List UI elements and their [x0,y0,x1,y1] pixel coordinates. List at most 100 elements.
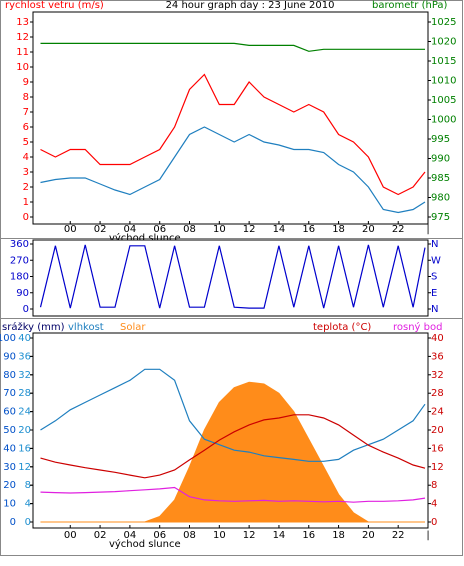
y-tick-label: 2 [23,182,29,193]
y-tick-label: 0 [431,517,437,528]
y-tick-label: 975 [431,212,450,223]
y-tick-label: 1 [23,197,29,208]
y-tick-label: 28 [18,388,31,399]
legend-label: teplota (°C) [313,322,371,333]
annotation: východ slunce [109,538,181,550]
y-tick-label: 3 [23,167,29,178]
y-axis-title: srážky (mm) [2,321,65,333]
y-tick-label: 40 [431,333,444,344]
legend-label: vlhkost [68,322,104,333]
y-tick-label: 1010 [431,76,456,87]
plot-frame [32,239,429,317]
y-tick-label: 32 [431,370,444,381]
y-tick-label: 32 [18,370,31,381]
y2-axis-title: barometr (hPa) [372,0,448,11]
y-tick-label: 9 [23,77,29,88]
x-tick-label: 02 [94,530,107,541]
line [40,126,426,214]
y-tick-label: 12 [18,462,31,473]
legend-label: rosný bod [393,321,442,333]
x-tick-label: 06 [153,530,166,541]
y-tick-label: 13 [16,17,29,28]
y-tick-label: 0 [23,212,29,223]
x-tick-label: 12 [243,224,256,235]
y-tick-label: 980 [431,193,450,204]
y-tick-label: 12 [16,32,29,43]
y-tick-label: 10 [16,62,29,73]
y-tick-label: W [431,255,441,266]
y-tick-label: 985 [431,173,450,184]
y-tick-label: 12 [431,462,444,473]
x-tick-label: 00 [64,530,77,541]
x-tick-label: | [426,530,429,541]
y-tick-label: N [431,239,438,250]
y-tick-label: 20 [18,425,31,436]
x-tick-label: 08 [183,224,196,235]
y-tick-label: 360 [10,239,29,250]
y-tick-label: 4 [23,152,29,163]
y-tick-label: 20 [3,480,16,491]
x-tick-label: 16 [302,224,315,235]
x-tick-label: 20 [362,224,375,235]
y-tick-label: 4 [431,499,437,510]
y-tick-label: 180 [10,272,29,283]
y-tick-label: 90 [16,288,29,299]
y-tick-label: 24 [18,407,31,418]
x-tick-label: 00 [64,224,77,235]
y-tick-label: 90 [3,351,16,362]
y-tick-label: 100 [0,333,16,344]
y-tick-label: 70 [3,388,16,399]
x-tick-label: 04 [124,224,137,235]
x-tick-label: 04 [124,530,137,541]
y-tick-label: 1005 [431,95,456,106]
y-tick-label: 0 [10,517,16,528]
x-tick-label: 20 [362,530,375,541]
y-tick-label: 1000 [431,115,456,126]
line [40,42,425,52]
y-tick-label: 20 [431,425,444,436]
y-tick-label: 1020 [431,37,456,48]
y-tick-label: 990 [431,154,450,165]
y-tick-label: 36 [18,351,31,362]
y-tick-label: 16 [18,443,31,454]
y-tick-label: 0 [23,304,29,315]
x-tick-label: 16 [302,530,315,541]
y-tick-label: 10 [3,499,16,510]
y-tick-label: 50 [3,425,16,436]
y-tick-label: S [431,272,437,283]
y-tick-label: 28 [431,388,444,399]
y-tick-label: 30 [3,462,16,473]
x-tick-label: 12 [243,530,256,541]
x-tick-label: 14 [273,530,286,541]
y-tick-label: 270 [10,255,29,266]
x-tick-label: 22 [392,224,405,235]
y-tick-label: 80 [3,370,16,381]
legend-label: Solar [120,322,146,333]
line [40,486,426,503]
x-tick-label: 06 [153,224,166,235]
line [40,73,426,196]
y-tick-label: 24 [431,407,444,418]
y-tick-label: 4 [25,499,31,510]
x-tick-label: 18 [332,224,345,235]
area [40,381,426,523]
y-tick-label: 40 [3,443,16,454]
y-tick-label: 8 [431,480,437,491]
y-tick-label: 6 [23,122,29,133]
line [40,414,426,479]
y-tick-label: 5 [23,137,29,148]
x-tick-label: 10 [213,224,226,235]
x-tick-label: | [426,224,429,235]
y-tick-label: 995 [431,134,450,145]
x-tick-label: 18 [332,530,345,541]
x-tick-label: 14 [273,224,286,235]
y-tick-label: N [431,304,438,315]
y-tick-label: 1025 [431,17,456,28]
y-tick-label: 16 [431,443,444,454]
plot-frame [32,11,429,225]
y-tick-label: 40 [18,333,31,344]
y-tick-label: 1015 [431,56,456,67]
chart-title: 24 hour graph day : 23 June 2010 [166,0,335,11]
line [40,368,426,462]
